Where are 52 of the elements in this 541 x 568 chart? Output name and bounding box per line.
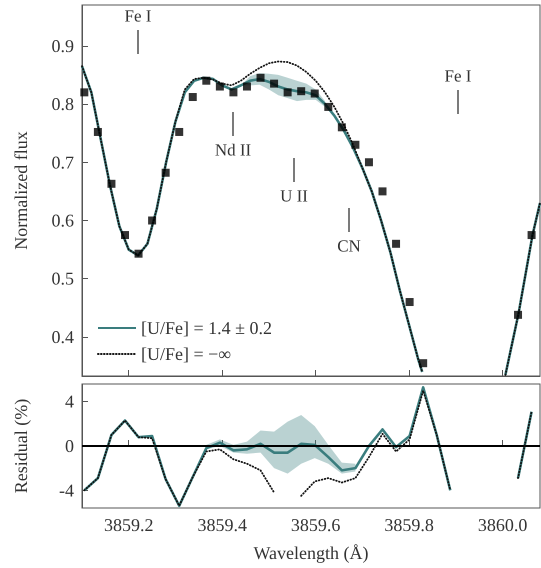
annotation: U II [280, 186, 308, 206]
point [378, 187, 387, 196]
annotation: Fe I [124, 6, 152, 26]
point [310, 90, 319, 98]
annotation: CN [337, 236, 361, 256]
point [202, 76, 210, 85]
y-axis-title: Residual (%) [11, 398, 31, 494]
point [270, 80, 278, 88]
x-tick-label: 3860.0 [478, 515, 528, 535]
point [120, 231, 129, 240]
y-tick-label: 0 [65, 436, 74, 456]
point [107, 180, 116, 188]
y-axis-title: Normalized flux [11, 131, 31, 250]
point [297, 87, 306, 96]
x-axis-title: Wavelength (Å) [253, 543, 369, 563]
x-tick-label: 3859.4 [197, 515, 247, 535]
point [256, 74, 265, 82]
point [188, 93, 197, 102]
point [80, 88, 88, 96]
point [175, 128, 184, 136]
y-tick-label: 0.5 [52, 268, 74, 289]
point [324, 102, 332, 111]
annotation: Fe I [444, 66, 472, 86]
annotation: Nd II [214, 140, 252, 160]
y-tick-label: -4 [59, 480, 74, 500]
point [528, 231, 536, 240]
y-tick-label: 0.7 [52, 152, 74, 172]
legend-label: [U/Fe] = 1.4 ± 0.2 [141, 318, 272, 338]
y-tick-label: 0.9 [52, 36, 74, 56]
point [216, 82, 224, 91]
point [242, 82, 251, 91]
point [284, 88, 292, 96]
point [514, 310, 522, 319]
point [392, 240, 400, 248]
point [148, 216, 156, 224]
y-tick-label: 0.4 [52, 326, 74, 347]
point [134, 250, 143, 258]
y-tick-label: 0.8 [52, 94, 74, 114]
y-tick-label: 0.6 [52, 210, 74, 230]
x-tick-label: 3859.8 [384, 515, 434, 535]
x-tick-label: 3859.6 [290, 515, 340, 535]
point [94, 128, 102, 136]
x-tick-label: 3859.2 [104, 515, 154, 535]
y-tick-label: 4 [65, 392, 74, 412]
point [162, 168, 170, 177]
point [406, 298, 414, 306]
point [351, 140, 360, 149]
legend-label: [U/Fe] = −∞ [141, 344, 232, 364]
point [419, 359, 428, 368]
point [338, 123, 346, 132]
point [364, 158, 373, 166]
point [229, 88, 238, 96]
